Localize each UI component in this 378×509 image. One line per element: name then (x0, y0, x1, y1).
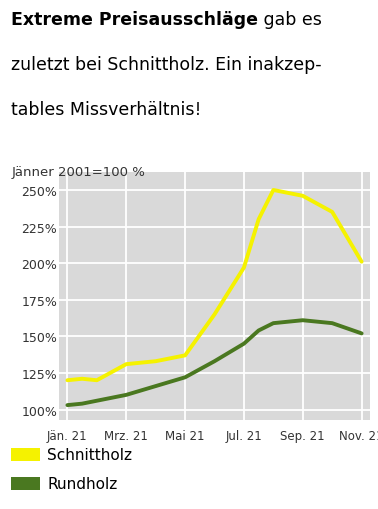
Text: zuletzt bei Schnittholz. Ein inakzep-: zuletzt bei Schnittholz. Ein inakzep- (11, 56, 322, 74)
Text: Extreme Preisausschläge: Extreme Preisausschläge (11, 11, 258, 29)
Text: Schnittholz: Schnittholz (47, 447, 132, 462)
Text: Jänner 2001=100 %: Jänner 2001=100 % (11, 165, 145, 178)
Text: Rundholz: Rundholz (47, 476, 118, 491)
Text: gab es: gab es (258, 11, 322, 29)
Text: tables Missverhältnis!: tables Missverhältnis! (11, 101, 202, 119)
